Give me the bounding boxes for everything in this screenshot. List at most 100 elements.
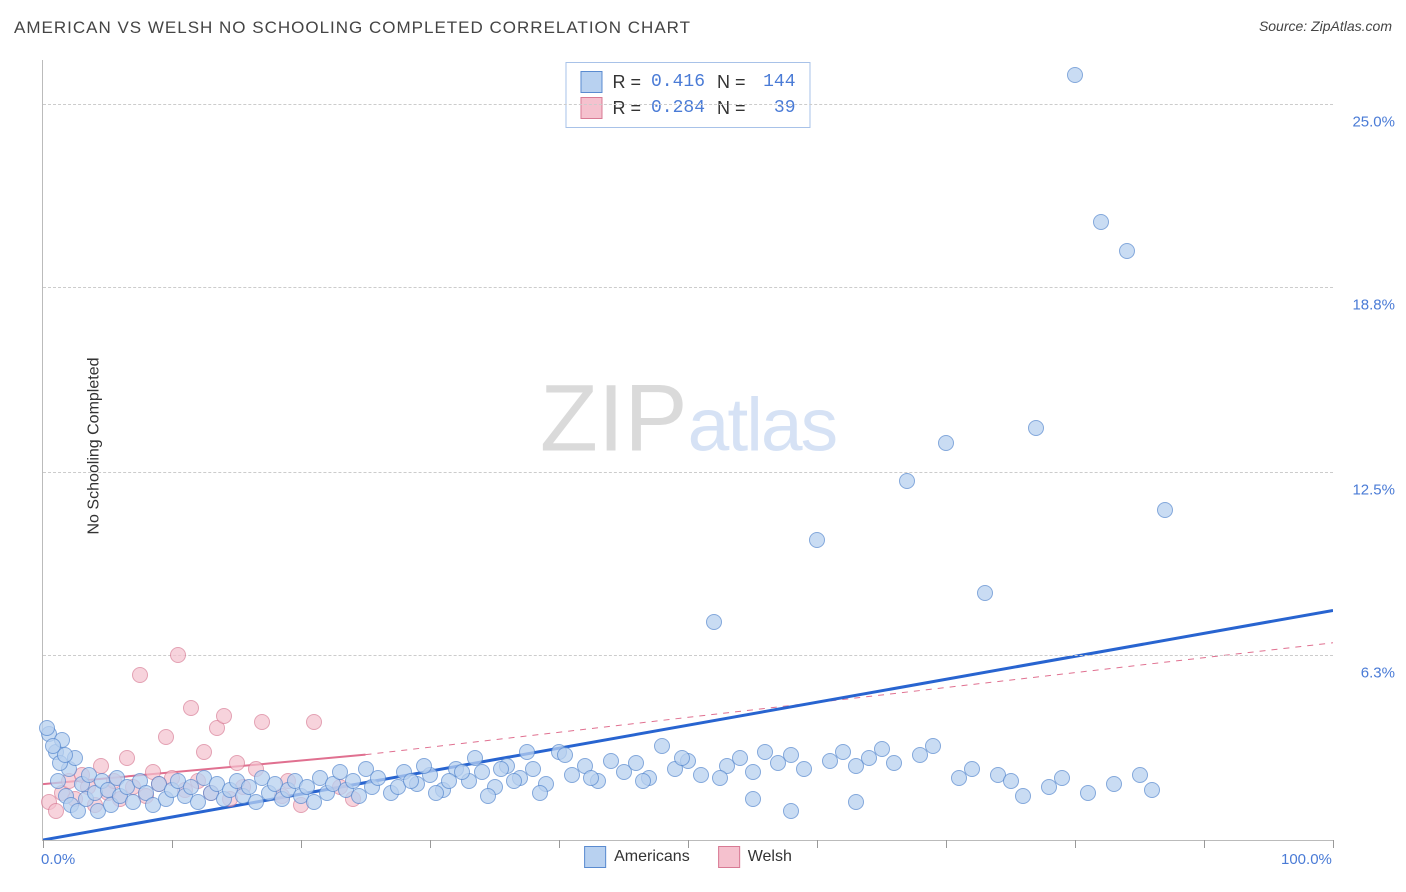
scatter-point-americans (474, 764, 490, 780)
scatter-point-welsh (306, 714, 322, 730)
scatter-point-americans (603, 753, 619, 769)
scatter-point-americans (757, 744, 773, 760)
r-label: R = (612, 95, 641, 121)
scatter-point-americans (1119, 243, 1135, 259)
y-tick-label: 18.8% (1339, 296, 1395, 313)
x-tick-label: 0.0% (41, 851, 75, 868)
scatter-point-americans (1067, 67, 1083, 83)
scatter-point-americans (493, 761, 509, 777)
scatter-point-americans (628, 755, 644, 771)
scatter-point-americans (1054, 770, 1070, 786)
legend-swatch (584, 846, 606, 868)
scatter-point-americans (480, 788, 496, 804)
n-value: 39 (756, 95, 796, 121)
x-tick (1204, 840, 1205, 848)
scatter-point-americans (674, 750, 690, 766)
scatter-point-americans (345, 773, 361, 789)
scatter-point-americans (635, 773, 651, 789)
bottom-legend: Americans Welsh (584, 846, 792, 868)
stats-row-americans: R = 0.416 N = 144 (580, 69, 795, 95)
stats-row-welsh: R = 0.284 N = 39 (580, 95, 795, 121)
scatter-point-americans (506, 773, 522, 789)
scatter-point-americans (1132, 767, 1148, 783)
scatter-point-americans (1028, 420, 1044, 436)
scatter-point-welsh (254, 714, 270, 730)
x-tick (301, 840, 302, 848)
r-value: 0.284 (651, 95, 707, 121)
scatter-point-welsh (216, 708, 232, 724)
scatter-point-americans (874, 741, 890, 757)
x-tick (172, 840, 173, 848)
y-tick-label: 6.3% (1339, 664, 1395, 681)
scatter-point-americans (519, 744, 535, 760)
watermark: ZIPatlas (540, 364, 836, 473)
scatter-point-americans (428, 785, 444, 801)
stats-legend-box: R = 0.416 N = 144 R = 0.284 N = 39 (565, 62, 810, 128)
scatter-point-americans (583, 770, 599, 786)
scatter-point-americans (1106, 776, 1122, 792)
scatter-point-welsh (48, 803, 64, 819)
n-label: N = (717, 69, 746, 95)
watermark-atlas: atlas (688, 382, 836, 466)
legend-item: Americans (584, 846, 690, 868)
chart-header: AMERICAN VS WELSH NO SCHOOLING COMPLETED… (14, 18, 1392, 48)
x-tick (688, 840, 689, 848)
y-tick-label: 12.5% (1339, 482, 1395, 499)
scatter-point-americans (57, 747, 73, 763)
scatter-point-americans (938, 435, 954, 451)
legend-label: Welsh (748, 848, 792, 866)
x-tick (43, 840, 44, 848)
chart-title: AMERICAN VS WELSH NO SCHOOLING COMPLETED… (14, 18, 691, 37)
scatter-point-americans (745, 791, 761, 807)
scatter-point-americans (706, 614, 722, 630)
scatter-point-americans (886, 755, 902, 771)
scatter-point-welsh (158, 729, 174, 745)
x-tick (946, 840, 947, 848)
trend-line (366, 643, 1334, 755)
r-label: R = (612, 69, 641, 95)
x-tick (430, 840, 431, 848)
scatter-point-americans (835, 744, 851, 760)
x-tick (817, 840, 818, 848)
gridline (43, 472, 1333, 473)
scatter-point-welsh (229, 755, 245, 771)
scatter-point-americans (525, 761, 541, 777)
y-tick-label: 25.0% (1339, 114, 1395, 131)
legend-label: Americans (614, 848, 690, 866)
scatter-point-welsh (119, 750, 135, 766)
scatter-point-americans (745, 764, 761, 780)
scatter-point-americans (809, 532, 825, 548)
swatch-welsh (580, 97, 602, 119)
scatter-point-americans (964, 761, 980, 777)
trend-lines (43, 60, 1333, 840)
n-label: N = (717, 95, 746, 121)
gridline (43, 287, 1333, 288)
n-value: 144 (756, 69, 796, 95)
scatter-point-americans (712, 770, 728, 786)
scatter-point-welsh (132, 667, 148, 683)
scatter-plot: ZIPatlas R =0.416N =144R =0.284N =39 Ame… (42, 60, 1333, 841)
scatter-point-americans (1144, 782, 1160, 798)
scatter-point-americans (1157, 502, 1173, 518)
scatter-point-americans (467, 750, 483, 766)
watermark-zip: ZIP (540, 365, 688, 471)
scatter-point-welsh (183, 700, 199, 716)
legend-item: Welsh (718, 846, 792, 868)
scatter-point-americans (693, 767, 709, 783)
legend-swatch (718, 846, 740, 868)
x-tick (1333, 840, 1334, 848)
scatter-point-americans (654, 738, 670, 754)
scatter-point-americans (532, 785, 548, 801)
scatter-point-americans (783, 803, 799, 819)
scatter-point-americans (848, 794, 864, 810)
scatter-point-americans (39, 720, 55, 736)
scatter-point-americans (732, 750, 748, 766)
scatter-point-americans (783, 747, 799, 763)
scatter-point-americans (1003, 773, 1019, 789)
x-tick (559, 840, 560, 848)
scatter-point-americans (416, 758, 432, 774)
source-label: Source: ZipAtlas.com (1259, 18, 1392, 34)
r-value: 0.416 (651, 69, 707, 95)
scatter-point-welsh (170, 647, 186, 663)
trend-line (43, 610, 1333, 840)
